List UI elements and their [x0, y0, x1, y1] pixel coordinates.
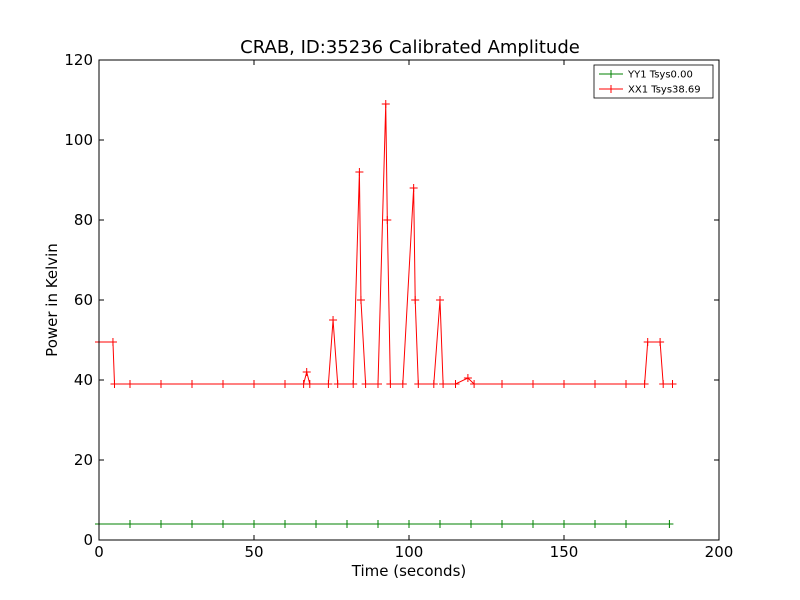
series-2-point-27 — [429, 380, 438, 388]
series-2-point-26 — [414, 380, 423, 388]
series-1-point-2 — [157, 520, 165, 528]
series-2-point-8 — [281, 380, 289, 388]
series-2 — [95, 100, 677, 388]
legend-entry-1: YY1 Tsys0.00 — [599, 70, 693, 81]
series-2-point-6 — [219, 380, 227, 388]
y-tick-label-4: 80 — [74, 211, 93, 229]
series-2-point-22 — [386, 380, 395, 388]
series-2-point-1 — [108, 338, 117, 346]
x-tick-label-0: 0 — [94, 543, 104, 561]
series-2-point-34 — [529, 380, 537, 388]
series-2-point-30 — [451, 380, 460, 388]
series-2-point-4 — [157, 380, 165, 388]
series-1-point-12 — [467, 520, 475, 528]
chart-title: CRAB, ID:35236 Calibrated Amplitude — [240, 37, 580, 58]
series-2-point-37 — [622, 380, 630, 388]
series-2-point-20 — [381, 100, 390, 108]
plot-frame — [98, 59, 720, 541]
series-1-point-16 — [591, 520, 599, 528]
series-2-point-21 — [383, 216, 392, 224]
series-1-point-14 — [529, 520, 537, 528]
y-tick-label-6: 120 — [64, 51, 93, 69]
series-2-point-33 — [498, 380, 506, 388]
y-tick-label-3: 60 — [74, 291, 93, 309]
series-1-point-8 — [343, 520, 351, 528]
series-1-point-6 — [281, 520, 289, 528]
series-2-point-10 — [302, 368, 311, 376]
series-2-point-12 — [324, 380, 333, 388]
y-axis-label: Power in Kelvin — [43, 243, 61, 357]
tick-layer: 0 50 100 150 200 0 20 40 60 80 100 120 — [64, 51, 733, 561]
series-2-point-15 — [349, 380, 358, 388]
series-1-point-7 — [312, 520, 320, 528]
series-2-point-13 — [329, 316, 338, 324]
series-2-point-11 — [305, 380, 314, 388]
x-axis-label: Time (seconds) — [351, 562, 467, 580]
series-1-point-5 — [250, 520, 258, 528]
series-2-point-32 — [470, 380, 479, 388]
legend-label-1: YY1 Tsys0.00 — [627, 70, 693, 81]
series-2-point-35 — [560, 380, 568, 388]
series-2-point-31 — [463, 374, 472, 382]
series-1-point-13 — [498, 520, 506, 528]
series-2-point-40 — [656, 338, 665, 346]
series-1-point-10 — [405, 520, 413, 528]
x-tick-label-2: 100 — [395, 543, 424, 561]
series-2-point-3 — [126, 380, 134, 388]
series-1-point-3 — [188, 520, 196, 528]
series-2-point-19 — [374, 380, 382, 388]
series-2-point-17 — [356, 296, 365, 304]
legend-box — [593, 64, 714, 99]
legend: YY1 Tsys0.00 XX1 Tsys38.69 — [593, 64, 714, 99]
x-tick-label-1: 50 — [244, 543, 263, 561]
series-2-point-14 — [333, 380, 342, 388]
y-tick-label-5: 100 — [64, 131, 93, 149]
legend-marker-2 — [607, 85, 615, 93]
y-tick-label-0: 0 — [83, 531, 93, 549]
series-2-point-29 — [439, 380, 448, 388]
series-2-point-24 — [409, 184, 418, 192]
series-2-point-23 — [398, 380, 407, 388]
y-tick-label-2: 40 — [74, 371, 93, 389]
x-tick-label-4: 200 — [705, 543, 734, 561]
series-2-point-39 — [643, 338, 652, 346]
legend-label-2: XX1 Tsys38.69 — [628, 85, 701, 96]
series-2-point-41 — [659, 380, 668, 388]
series-1-point-11 — [436, 520, 444, 528]
series-2-point-2 — [110, 380, 119, 388]
series-2-point-28 — [436, 296, 444, 304]
series-2-point-18 — [361, 380, 370, 388]
series-2-point-38 — [640, 380, 649, 388]
series-2-point-36 — [591, 380, 599, 388]
series-1-point-15 — [560, 520, 568, 528]
series-2-point-7 — [250, 380, 258, 388]
legend-entry-2: XX1 Tsys38.69 — [599, 85, 701, 96]
series-1-point-1 — [126, 520, 134, 528]
series-1-point-17 — [622, 520, 630, 528]
series-2-point-5 — [188, 380, 196, 388]
series-2-point-25 — [411, 296, 420, 304]
series-1-point-9 — [374, 520, 382, 528]
series-1-point-4 — [219, 520, 227, 528]
x-tick-label-3: 150 — [550, 543, 579, 561]
y-tick-label-1: 20 — [74, 451, 93, 469]
series-2-point-42 — [668, 380, 677, 388]
series-1-point-18 — [665, 520, 674, 528]
legend-marker-1 — [607, 70, 615, 78]
series-layer — [95, 100, 677, 528]
series-2-point-16 — [355, 168, 364, 176]
